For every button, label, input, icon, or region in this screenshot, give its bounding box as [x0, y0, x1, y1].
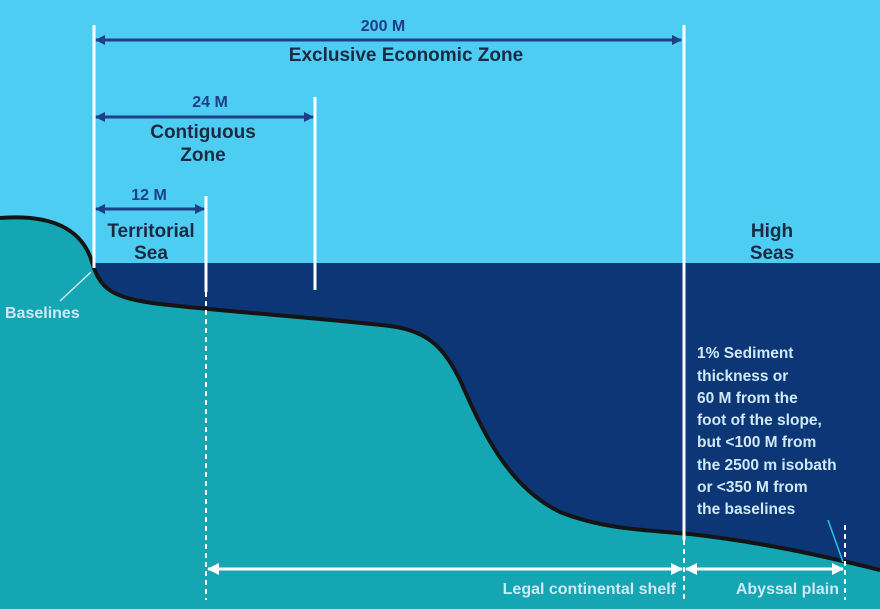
sediment-note-line-2: thickness or — [697, 368, 788, 385]
contiguous-distance-label: 24 M — [192, 94, 228, 111]
baselines-leader-line — [59, 271, 92, 302]
sediment-note-line-6: the 2500 m isobath — [697, 457, 837, 474]
contiguous-label-line1: Contiguous — [150, 122, 256, 143]
sediment-note-line-4: foot of the slope, — [697, 412, 822, 429]
eez-label: Exclusive Economic Zone — [289, 45, 523, 66]
high-seas-label-line2: Seas — [750, 243, 794, 264]
sediment-note-line-8: the baselines — [697, 501, 795, 518]
legal-continental-shelf-label: Legal continental shelf — [503, 581, 677, 598]
high-seas-label-line1: High — [751, 221, 793, 242]
seabed-outline — [0, 215, 880, 572]
territorial-label-line2: Sea — [134, 243, 168, 264]
contiguous-label-line2: Zone — [180, 145, 225, 166]
sediment-note-line-5: but <100 M from — [697, 434, 816, 451]
eez-distance-label: 200 M — [361, 18, 405, 35]
sediment-note-line-7: or <350 M from — [697, 479, 808, 496]
sediment-note-line-3: 60 M from the — [697, 390, 798, 407]
sediment-leader-line — [827, 519, 844, 563]
seabed — [0, 217, 880, 609]
baselines-label: Baselines — [5, 305, 80, 322]
abyssal-plain-label: Abyssal plain — [736, 581, 839, 598]
territorial-distance-label: 12 M — [131, 187, 167, 204]
sediment-note-line-1: 1% Sediment — [697, 345, 793, 362]
territorial-label-line1: Territorial — [107, 221, 194, 242]
